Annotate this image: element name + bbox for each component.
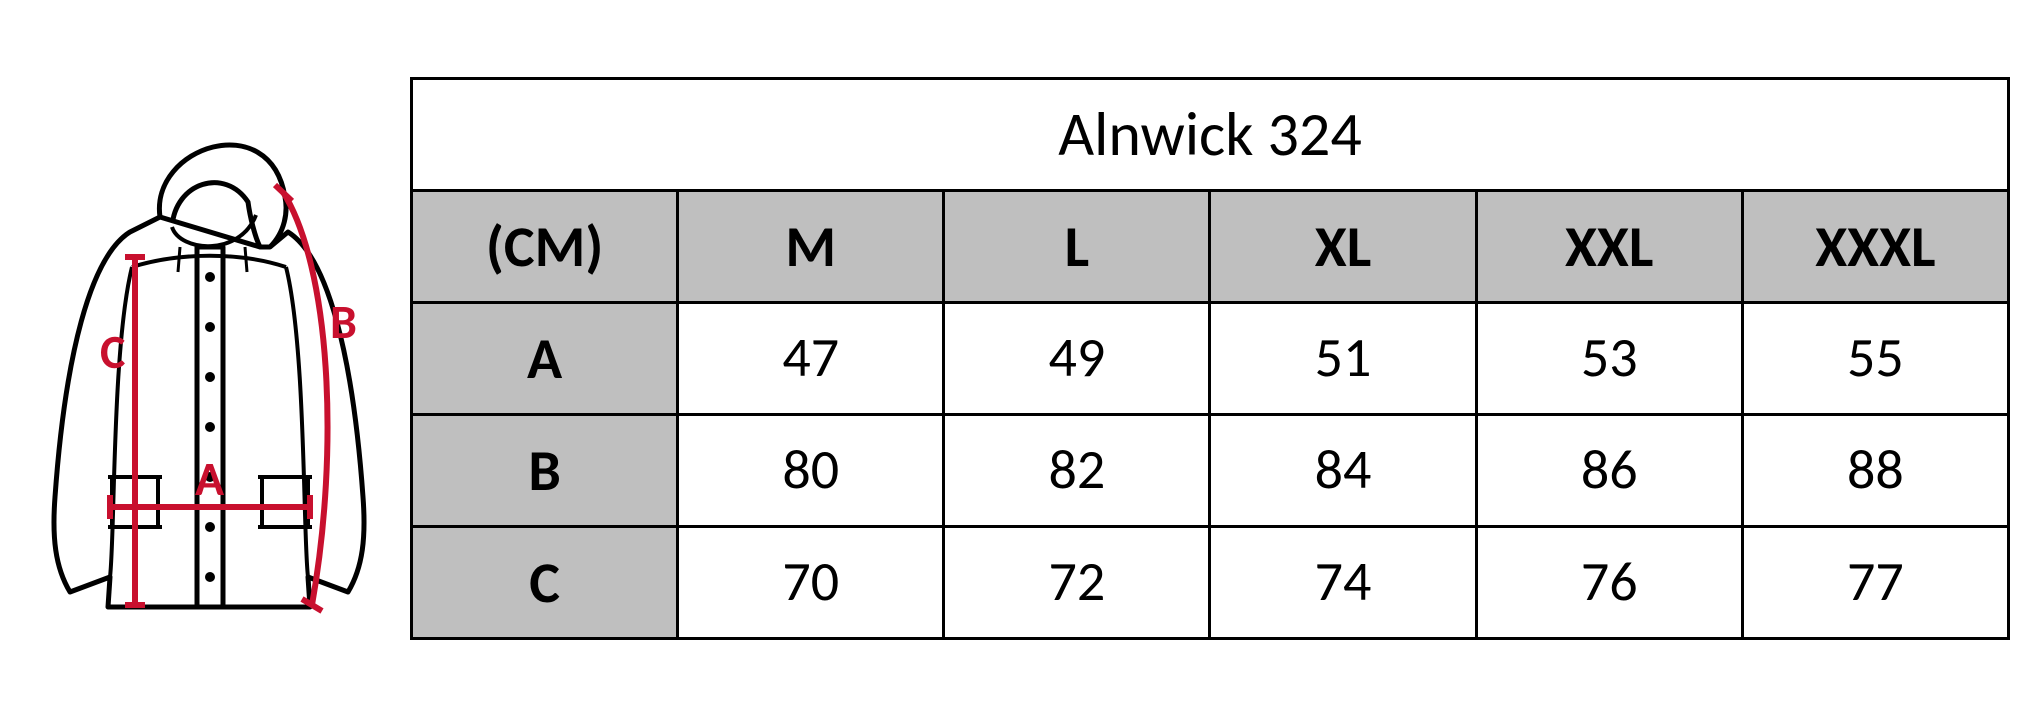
cell: 82 [944, 414, 1210, 526]
unit-header: (CM) [412, 190, 678, 302]
row-label-b: B [412, 414, 678, 526]
dim-label-a: A [195, 449, 224, 508]
col-header-1: L [944, 190, 1210, 302]
cell: 70 [678, 526, 944, 638]
cell: 84 [1210, 414, 1476, 526]
dim-label-b: B [330, 292, 357, 351]
cell: 72 [944, 526, 1210, 638]
table-title: Alnwick 324 [412, 78, 2009, 190]
table-row: B 80 82 84 86 88 [412, 414, 2009, 526]
cell: 77 [1742, 526, 2008, 638]
col-header-3: XXL [1476, 190, 1742, 302]
col-header-2: XL [1210, 190, 1476, 302]
col-header-4: XXXL [1742, 190, 2008, 302]
cell: 74 [1210, 526, 1476, 638]
cell: 55 [1742, 302, 2008, 414]
size-table-area: Alnwick 324 (CM) M L XL XXL XXXL A 47 49… [410, 77, 2010, 637]
cell: 51 [1210, 302, 1476, 414]
cell: 49 [944, 302, 1210, 414]
table-row: C 70 72 74 76 77 [412, 526, 2009, 638]
row-label-c: C [412, 526, 678, 638]
cell: 53 [1476, 302, 1742, 414]
cell: 86 [1476, 414, 1742, 526]
size-table: Alnwick 324 (CM) M L XL XXL XXXL A 47 49… [410, 77, 2010, 640]
dim-label-c: C [100, 322, 125, 381]
col-header-0: M [678, 190, 944, 302]
cell: 80 [678, 414, 944, 526]
table-row: A 47 49 51 53 55 [412, 302, 2009, 414]
cell: 88 [1742, 414, 2008, 526]
row-label-a: A [412, 302, 678, 414]
cell: 76 [1476, 526, 1742, 638]
cell: 47 [678, 302, 944, 414]
jacket-diagram: C B A [30, 97, 390, 657]
jacket-svg [30, 97, 390, 657]
